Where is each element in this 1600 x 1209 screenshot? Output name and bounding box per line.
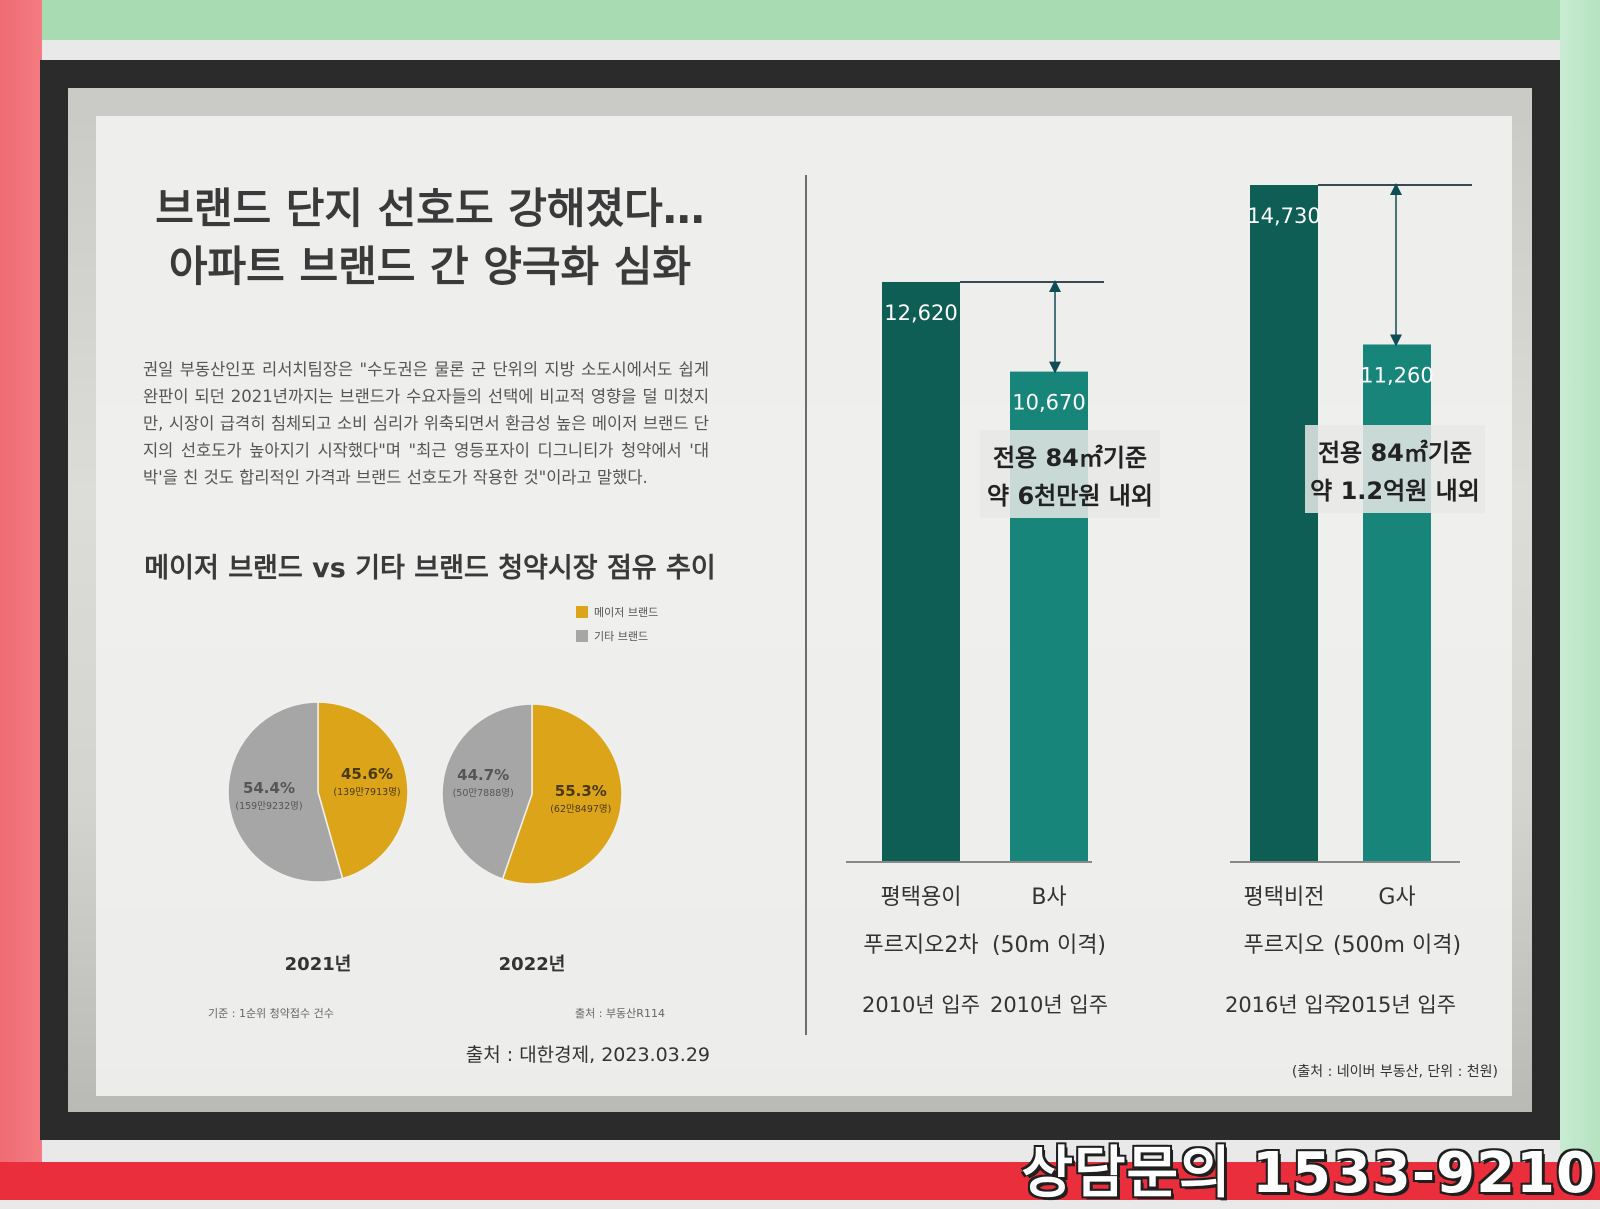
pie-slice-detail-label: (50만7888명) [453, 788, 514, 799]
legend-item-major: 메이저 브랜드 [576, 600, 658, 624]
pie-slice-percent-label: 55.3% [555, 782, 607, 800]
panel-divider [805, 175, 807, 1035]
annotation-box [980, 430, 1160, 518]
title-line-1: 브랜드 단지 선호도 강해졌다… [155, 184, 705, 233]
legend-swatch-major [576, 606, 588, 618]
pie-footnote-basis: 기준 : 1순위 청약접수 건수 [208, 1007, 334, 1020]
article-body: 권일 부동산인포 리서치팀장은 "수도권은 물론 군 단위의 지방 소도시에서도… [143, 360, 709, 487]
pie-slice-percent-label: 44.7% [457, 766, 509, 784]
bar-category-label-line2: (500m 이격) [1333, 933, 1461, 958]
bar-category-label-line1: G사 [1378, 885, 1415, 910]
bar-category-label-line1: 평택용이 [881, 885, 962, 910]
bar-category-label-line2: (50m 이격) [992, 933, 1106, 958]
bar-year-label: 2010년 입주 [990, 993, 1108, 1017]
legend-swatch-other [576, 630, 588, 642]
bar [882, 281, 960, 862]
bar-year-label: 2015년 입주 [1338, 993, 1456, 1017]
pie-slice-detail-label: (159만9232명) [235, 801, 302, 812]
frame-left-border [0, 0, 42, 1200]
bar [1363, 344, 1431, 862]
bar-value-label: 11,260 [1360, 363, 1433, 387]
bar-value-label: 12,620 [884, 301, 957, 325]
pie-legend: 메이저 브랜드 기타 브랜드 [576, 600, 658, 648]
pie-slice [317, 701, 409, 880]
contact-phone-banner[interactable]: 상담문의 1533-9210 [1021, 1141, 1596, 1206]
bar-value-label: 14,730 [1247, 204, 1320, 228]
pie-slice [227, 701, 344, 883]
annotation-line1: 전용 84㎡기준 [993, 444, 1147, 472]
pie-slice [441, 703, 533, 881]
annotation-line2: 약 1.2억원 내외 [1310, 477, 1480, 505]
pie-footnote-source: 출처 : 부동산R114 [575, 1007, 665, 1020]
pie-slice-percent-label: 54.4% [243, 779, 295, 797]
legend-label-major: 메이저 브랜드 [594, 606, 659, 619]
pie-slice-detail-label: (62만8497명) [550, 804, 611, 815]
pie-year-label: 2022년 [499, 954, 566, 975]
bar-category-label-line1: 평택비전 [1244, 885, 1325, 910]
frame-bottom-border [0, 1162, 1600, 1200]
bar-category-label-line1: B사 [1031, 885, 1066, 910]
pie-chart-title: 메이저 브랜드 vs 기타 브랜드 청약시장 점유 추이 [144, 553, 716, 584]
annotation-line1: 전용 84㎡기준 [1318, 439, 1472, 467]
frame-top-border [0, 0, 1600, 40]
article-source: 출처 : 대한경제, 2023.03.29 [465, 1044, 710, 1066]
legend-item-other: 기타 브랜드 [576, 624, 658, 648]
article-title: 브랜드 단지 선호도 강해졌다… 아파트 브랜드 간 양극화 심화 [140, 180, 720, 296]
annotation-line2: 약 6천만원 내외 [987, 482, 1153, 510]
pie-slice-detail-label: (139만7913명) [333, 787, 400, 798]
bar-chart-source: (출처 : 네이버 부동산, 단위 : 천원) [1291, 1064, 1498, 1080]
bar [1250, 185, 1318, 862]
annotation-box [1305, 425, 1485, 513]
pie-slice-percent-label: 45.6% [341, 765, 393, 783]
legend-label-other: 기타 브랜드 [594, 630, 649, 643]
bar-category-label-line2: 푸르지오2차 [863, 933, 978, 958]
bar-year-label: 2016년 입주 [1225, 993, 1343, 1017]
pie-year-label: 2021년 [285, 954, 352, 975]
title-line-2: 아파트 브랜드 간 양극화 심화 [168, 242, 692, 291]
bar-year-label: 2010년 입주 [862, 993, 980, 1017]
bar-category-label-line2: 푸르지오 [1244, 933, 1325, 958]
frame-right-border [1560, 0, 1600, 1200]
bar-value-label: 10,670 [1012, 391, 1085, 415]
